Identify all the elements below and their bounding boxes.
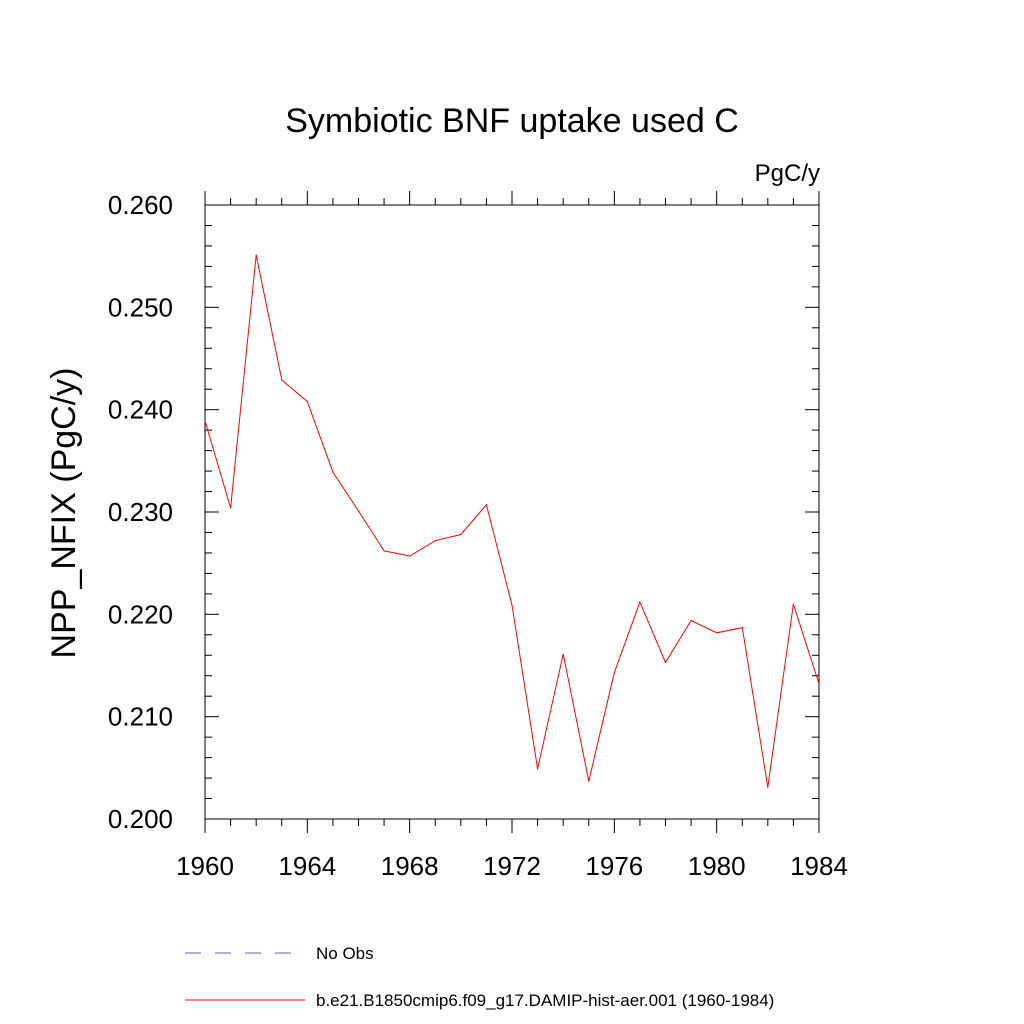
tick-labels: 1960 1964 1968 1972 1976 1980 1984 0.200 0.210 0.… <box>108 190 848 881</box>
units-label: PgC/y <box>755 160 820 187</box>
x-tick-label: 1984 <box>790 851 848 881</box>
series-layer <box>204 254 820 788</box>
data-point <box>690 619 692 622</box>
y-tick-label: 0.200 <box>108 804 173 834</box>
y-tick-label: 0.230 <box>108 497 173 527</box>
x-tick-label: 1980 <box>688 851 746 881</box>
data-point <box>460 533 462 536</box>
data-point <box>716 632 718 634</box>
data-point <box>562 653 564 655</box>
data-point <box>613 672 615 674</box>
data-point <box>281 379 283 381</box>
data-point <box>588 780 590 782</box>
data-point <box>639 601 641 603</box>
x-tick-label: 1964 <box>278 851 336 881</box>
data-point <box>818 683 820 685</box>
data-point <box>306 400 308 403</box>
data-point <box>664 661 667 664</box>
y-tick-label: 0.220 <box>108 599 173 629</box>
data-point <box>485 504 488 506</box>
plot-frame <box>204 204 820 820</box>
data-point <box>229 507 232 509</box>
series-line <box>204 254 820 788</box>
x-tick-label: 1972 <box>483 851 541 881</box>
data-point <box>536 768 539 770</box>
data-point <box>204 420 206 422</box>
legend: No Obs b.e21.B1850cmip6.f09_g17.DAMIP-hi… <box>185 944 774 1010</box>
x-tick-label: 1960 <box>176 851 234 881</box>
legend-label-no-obs: No Obs <box>316 944 374 963</box>
data-point <box>792 603 795 605</box>
axis-ticks <box>204 191 820 833</box>
data-point <box>357 510 360 512</box>
y-tick-label: 0.250 <box>108 292 173 322</box>
data-point <box>332 471 334 473</box>
data-point <box>383 550 385 552</box>
y-axis-title: NPP_NFIX (PgC/y) <box>45 368 83 659</box>
y-tick-label: 0.210 <box>108 702 173 732</box>
x-tick-label: 1976 <box>585 851 643 881</box>
legend-label-model: b.e21.B1850cmip6.f09_g17.DAMIP-hist-aer.… <box>316 991 774 1010</box>
chart-title: Symbiotic BNF uptake used C <box>285 102 739 140</box>
x-tick-label: 1968 <box>381 851 439 881</box>
data-point <box>409 555 411 557</box>
y-tick-label: 0.260 <box>108 190 173 220</box>
data-point <box>741 627 743 629</box>
data-point <box>511 604 513 606</box>
data-point <box>767 786 769 788</box>
data-point <box>434 540 436 542</box>
y-tick-label: 0.240 <box>108 395 173 425</box>
data-point <box>255 254 257 256</box>
